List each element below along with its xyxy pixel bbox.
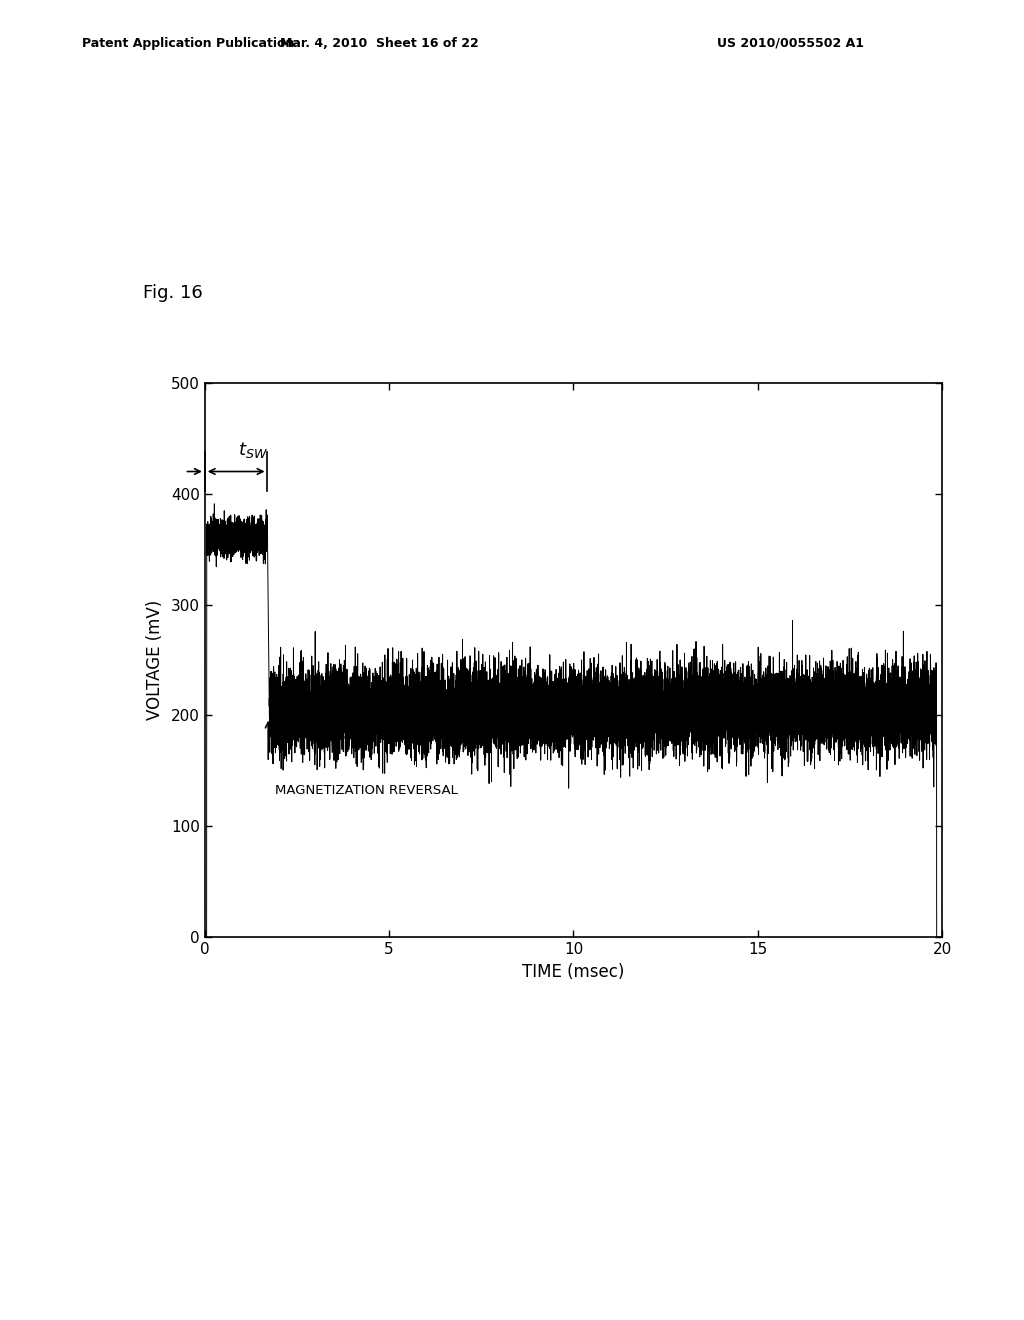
- X-axis label: TIME (msec): TIME (msec): [522, 962, 625, 981]
- Text: Mar. 4, 2010  Sheet 16 of 22: Mar. 4, 2010 Sheet 16 of 22: [280, 37, 478, 50]
- Y-axis label: VOLTAGE (mV): VOLTAGE (mV): [146, 599, 164, 721]
- Text: MAGNETIZATION REVERSAL: MAGNETIZATION REVERSAL: [274, 784, 458, 797]
- Text: US 2010/0055502 A1: US 2010/0055502 A1: [717, 37, 864, 50]
- Text: Fig. 16: Fig. 16: [143, 284, 203, 302]
- Text: Patent Application Publication: Patent Application Publication: [82, 37, 294, 50]
- Text: $t_{SW}$: $t_{SW}$: [238, 441, 268, 461]
